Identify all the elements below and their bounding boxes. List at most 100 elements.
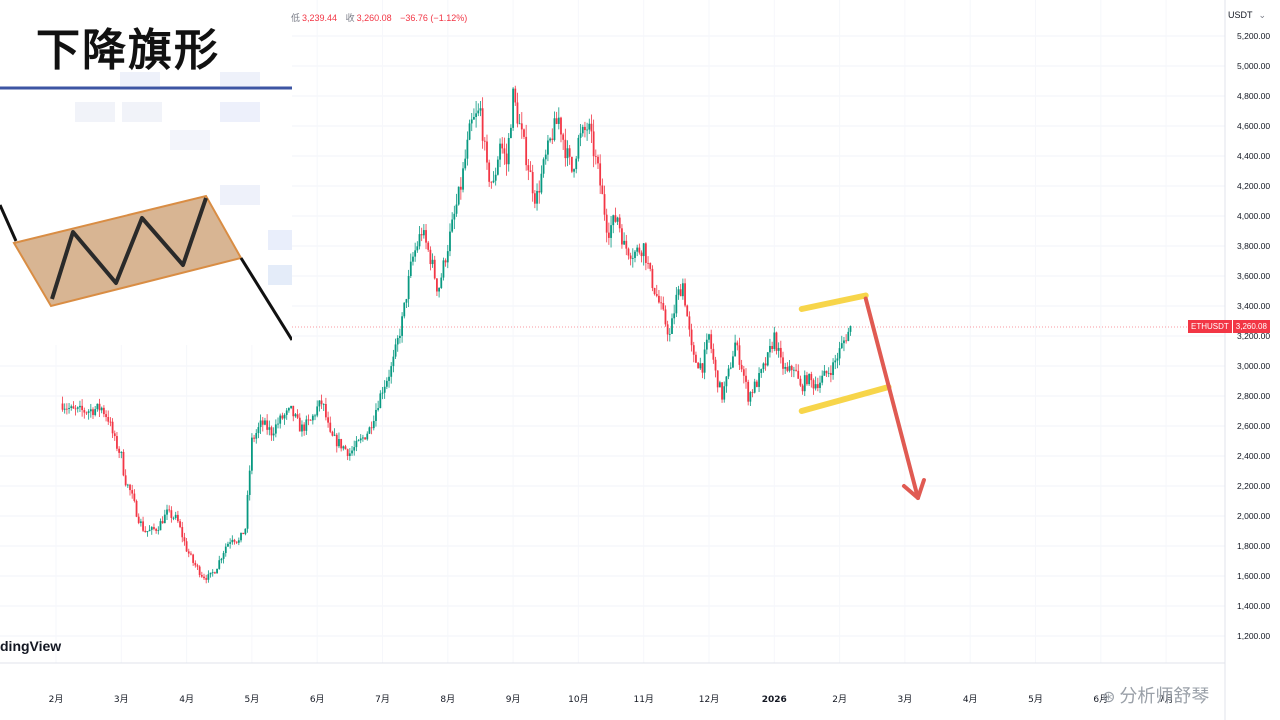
candle-body: [150, 527, 153, 530]
inset-deco-block: [170, 130, 210, 150]
candle-body: [531, 172, 534, 194]
candle-body: [113, 433, 116, 437]
y-tick-label: 1,800.00: [1237, 541, 1270, 551]
y-tick-label: 3,400.00: [1237, 301, 1270, 311]
candle-body: [551, 138, 554, 140]
candle-body: [814, 384, 817, 389]
candle-body: [766, 352, 769, 366]
candle-body: [542, 159, 545, 174]
chevron-down-icon: ⌄: [1258, 10, 1266, 20]
candle-body: [803, 375, 806, 392]
candle-body: [205, 578, 208, 580]
change-value: −36.76 (−1.12%): [400, 13, 468, 23]
candle-body: [368, 427, 371, 434]
pattern-title: 下降旗形: [36, 25, 220, 76]
candle-body: [662, 302, 665, 310]
candle-body: [753, 381, 756, 393]
x-tick-label: 7月: [1159, 694, 1174, 705]
candle-body: [690, 329, 693, 346]
candle-body: [705, 339, 708, 350]
candle-body: [261, 420, 264, 425]
candle-body: [644, 243, 647, 263]
inset-deco-block: [122, 102, 162, 122]
candle-body: [81, 405, 84, 411]
candle-body: [610, 225, 612, 238]
candle-body: [714, 359, 717, 371]
wechat-icon: ⊛: [1102, 687, 1116, 706]
candle-body: [240, 532, 242, 541]
candle-body: [505, 153, 508, 165]
candle-body: [601, 185, 604, 195]
candle-body: [738, 345, 741, 365]
candle-body: [274, 424, 277, 434]
candle-body: [285, 410, 288, 415]
candle-body: [838, 348, 841, 359]
candle-body: [63, 408, 66, 410]
candle-body: [492, 180, 495, 183]
candle-body: [790, 365, 793, 371]
candle-body: [597, 156, 599, 164]
candle-body: [218, 560, 221, 569]
candle-body: [305, 419, 308, 431]
x-tick-label: 10月: [568, 694, 588, 705]
candle-body: [109, 421, 112, 423]
candle-body: [370, 427, 373, 429]
candle-body: [418, 234, 421, 247]
candle-body: [377, 408, 380, 410]
candle-body: [79, 405, 81, 408]
candle-body: [246, 494, 249, 529]
candle-body: [466, 139, 469, 159]
candle-body: [681, 283, 684, 297]
candle-body: [638, 247, 641, 253]
candle-body: [655, 294, 658, 296]
x-tick-label: 11月: [633, 694, 653, 705]
inset-deco-block: [75, 102, 115, 122]
candle-body: [133, 493, 136, 501]
candle-body: [442, 260, 445, 278]
candle-body: [224, 546, 227, 554]
candle-body: [488, 162, 491, 182]
candle-body: [510, 127, 512, 138]
candle-body: [148, 529, 151, 532]
candle-body: [292, 405, 295, 417]
candle-body: [614, 215, 617, 222]
time-axis[interactable]: 2月 3月 4月 5月 6月 7月 8月 9月 10月 11月 12月 2026 2月 3月 4月 5月 6月 7…: [49, 694, 1174, 705]
currency-selector[interactable]: USDT ⌄: [1228, 10, 1266, 21]
candle-body: [431, 259, 434, 265]
candle-body: [579, 133, 582, 138]
candle-body: [605, 214, 608, 233]
candle-body: [588, 123, 591, 130]
candle-body: [812, 380, 815, 389]
x-tick-label: 3月: [898, 694, 913, 705]
candle-body: [732, 356, 734, 368]
candle-body: [473, 116, 475, 120]
candle-body: [172, 517, 175, 519]
candle-body: [190, 553, 192, 555]
candle-body: [716, 370, 719, 388]
candle-body: [429, 249, 432, 265]
candle-body: [540, 173, 543, 193]
watermark-text: 分析师舒琴: [1119, 686, 1210, 707]
candle-body: [372, 420, 375, 429]
candle-body: [425, 230, 427, 243]
candle-body: [712, 348, 715, 360]
candle-body: [642, 243, 645, 257]
candle-body: [636, 247, 639, 252]
candle-body: [187, 551, 190, 554]
candle-body: [207, 574, 210, 580]
inset-deco-block: [268, 265, 292, 285]
candle-body: [296, 414, 299, 418]
price-axis[interactable]: 1,200.00 1,400.00 1,600.00 1,800.00 2,000.00…: [1237, 31, 1270, 641]
candle-body: [453, 213, 456, 220]
candle-body: [629, 255, 632, 259]
x-tick-label: 9月: [506, 694, 521, 705]
candle-body: [170, 510, 173, 518]
candle-body: [684, 283, 686, 306]
x-tick-label: 4月: [963, 694, 978, 705]
candle-body: [603, 194, 606, 215]
candle-body: [168, 509, 171, 511]
candle-body: [653, 288, 656, 295]
x-tick-label: 6月: [310, 694, 325, 705]
candle-body: [137, 516, 140, 523]
candle-body: [721, 382, 723, 400]
